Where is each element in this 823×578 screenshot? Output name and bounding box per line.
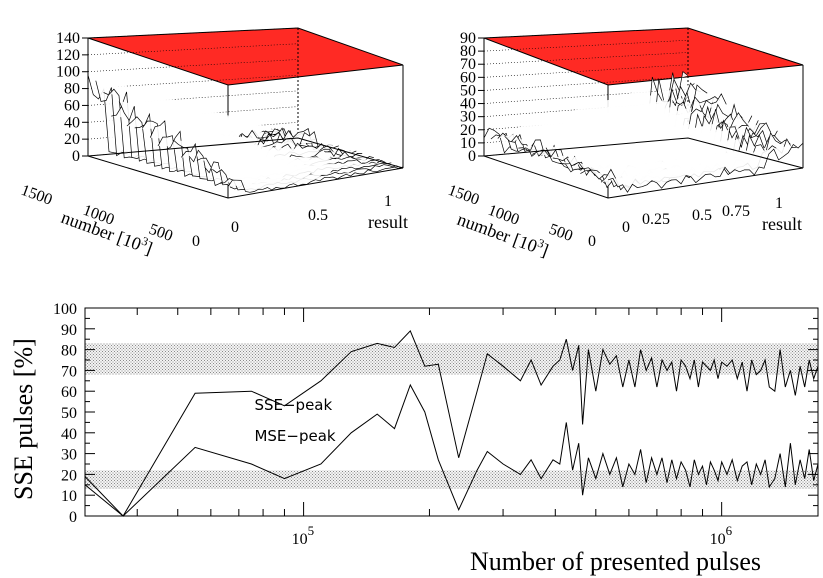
x-tick-base: 10	[292, 531, 308, 548]
right-result-tick-1: 1	[775, 195, 783, 212]
z-gridline	[483, 52, 689, 65]
left-floor	[87, 137, 404, 199]
y-tick-label-90: 90	[61, 322, 77, 339]
right-number-tick-1500: 1500	[446, 182, 482, 209]
series-annotations: SSE−peak MSE−peak	[254, 396, 335, 445]
left-surface-mesh	[87, 74, 404, 193]
right-top-plane	[483, 27, 804, 86]
left-number-tick-0: 0	[192, 233, 200, 250]
shaded-bands	[85, 343, 818, 489]
z-gridline	[87, 74, 299, 89]
right-result-tick-0: 0	[622, 219, 630, 236]
z-tick-label-80: 80	[460, 43, 476, 60]
x-tick-exponent: 6	[726, 523, 733, 538]
z-tick-label-40: 40	[460, 96, 476, 113]
surface-row	[227, 166, 404, 193]
z-gridline	[483, 76, 689, 91]
left-result-tick-0: 0	[231, 219, 239, 236]
z-tick-label-20: 20	[64, 131, 80, 148]
right-result-tick-0.5: 0.5	[692, 207, 712, 224]
series-line-2	[84, 383, 819, 517]
y-axis-title: SSE pulses [%]	[9, 338, 38, 500]
series-lines	[84, 329, 819, 517]
y-tick-label-70: 70	[61, 363, 77, 380]
z-tick-label-0: 0	[468, 148, 476, 165]
y-tick-label-0: 0	[69, 509, 77, 526]
left-top-plane	[87, 27, 404, 86]
right-surface-mesh	[483, 70, 804, 193]
z-tick-label-60: 60	[460, 69, 476, 86]
z-tick-label-10: 10	[460, 135, 476, 152]
y-tick-label-20: 20	[61, 467, 77, 484]
left-number-tick-1500: 1500	[19, 182, 55, 209]
z-tick-label-70: 70	[460, 56, 476, 73]
z-tick-label-120: 120	[56, 47, 80, 64]
z-gridline	[87, 90, 299, 106]
y-tick-label-10: 10	[61, 488, 77, 505]
y-tick-label-80: 80	[61, 343, 77, 360]
series-annotation: MSE−peak	[254, 427, 335, 445]
right-result-tick-0.25: 0.25	[642, 211, 670, 228]
y-tick-label-50: 50	[61, 405, 77, 422]
z-tick-label-90: 90	[460, 30, 476, 47]
z-tick-label-140: 140	[56, 30, 80, 47]
y-tick-label-30: 30	[61, 447, 77, 464]
z-gridline	[87, 43, 299, 56]
y-tick-label-40: 40	[61, 426, 77, 443]
y-tick-label-100: 100	[53, 301, 77, 318]
x-tick-label: 105	[292, 523, 315, 548]
z-gridline	[483, 88, 689, 104]
right-result-tick-0.75: 0.75	[722, 203, 750, 220]
x-axis-title: Number of presented pulses	[470, 547, 761, 576]
z-gridline	[483, 27, 689, 39]
z-tick-label-20: 20	[460, 122, 476, 139]
left-number-axis-exponent: 3	[140, 234, 150, 249]
right-floor	[483, 137, 804, 199]
right-result-axis-label: result	[762, 214, 802, 234]
shaded-band	[85, 343, 818, 375]
x-tick-label: 106	[710, 523, 733, 548]
z-tick-label-30: 30	[460, 109, 476, 126]
z-tick-label-50: 50	[460, 82, 476, 99]
series-line-1	[84, 329, 819, 517]
series-annotation: SSE−peak	[254, 396, 332, 414]
x-tick-base: 10	[710, 531, 726, 548]
z-gridline	[483, 64, 689, 78]
right-number-axis-exponent: 3	[536, 236, 546, 251]
left-result-tick-0.5: 0.5	[308, 207, 328, 224]
left-result-axis-label: result	[368, 212, 408, 232]
z-gridline	[87, 59, 299, 73]
y-tick-label-60: 60	[61, 384, 77, 401]
z-tick-label-100: 100	[56, 64, 80, 81]
z-tick-label-60: 60	[64, 97, 80, 114]
x-tick-exponent: 5	[308, 523, 315, 538]
y-ticks: 0 10 20 30 40 50 60 70 80 90 100	[53, 301, 818, 526]
right-number-tick-0: 0	[588, 233, 596, 250]
left-result-tick-1: 1	[384, 193, 392, 210]
z-tick-label-80: 80	[64, 81, 80, 98]
z-tick-label-0: 0	[72, 148, 80, 165]
z-gridline	[483, 39, 689, 52]
z-tick-label-40: 40	[64, 114, 80, 131]
z-gridline	[87, 27, 299, 39]
